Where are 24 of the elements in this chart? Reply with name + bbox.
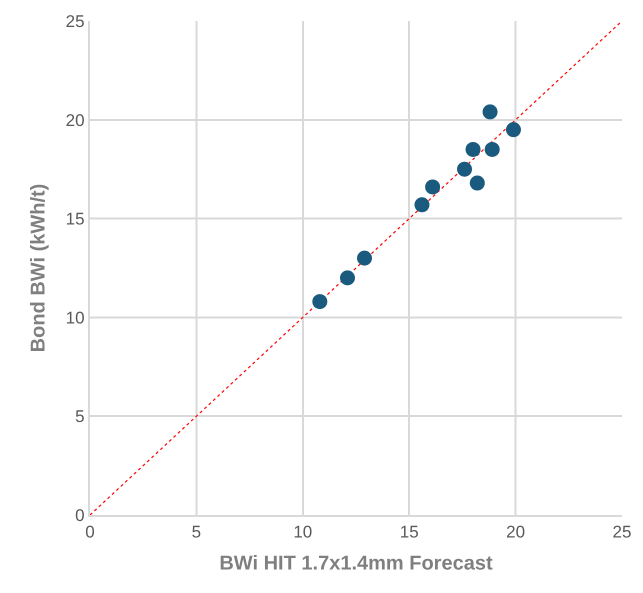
x-tick-label: 20 bbox=[506, 522, 526, 542]
point bbox=[482, 104, 498, 120]
point bbox=[484, 142, 500, 157]
y-tick-label: 15 bbox=[66, 210, 85, 229]
x-tick-label: 25 bbox=[612, 522, 632, 542]
point bbox=[506, 122, 521, 138]
point bbox=[457, 162, 472, 177]
point bbox=[340, 270, 355, 286]
point bbox=[414, 197, 430, 212]
y-axis-title: Bond BWi (kWh/t) bbox=[28, 184, 50, 352]
y-tick-label: 0 bbox=[75, 506, 85, 525]
point bbox=[357, 250, 372, 266]
x-tick-label: 15 bbox=[400, 522, 419, 542]
point bbox=[470, 176, 485, 191]
x-axis-title: BWi HIT 1.7x1.4mm Forecast bbox=[219, 552, 493, 574]
point bbox=[425, 179, 440, 194]
y-tick-label: 5 bbox=[75, 407, 85, 426]
y-tick-label: 10 bbox=[66, 308, 85, 328]
point bbox=[312, 294, 328, 310]
x-tick-label: 10 bbox=[293, 522, 312, 542]
y-tick-label: 20 bbox=[66, 110, 85, 130]
point bbox=[466, 142, 481, 157]
x-tick-label: 5 bbox=[192, 522, 202, 542]
y-tick-label: 25 bbox=[66, 12, 85, 31]
